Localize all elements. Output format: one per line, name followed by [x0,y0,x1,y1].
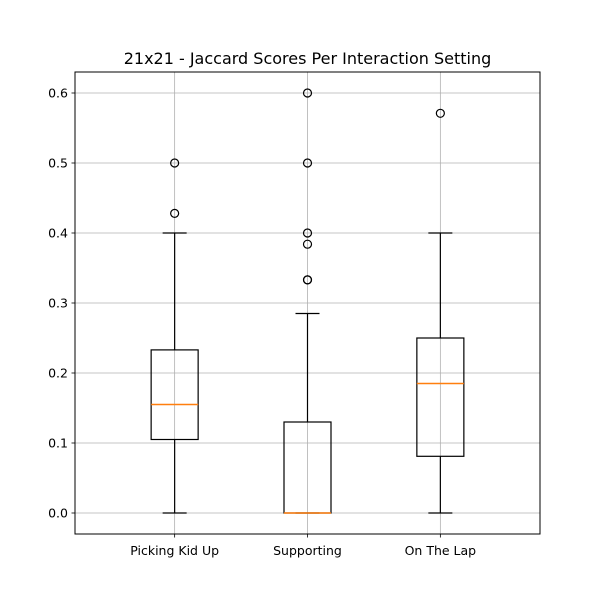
outlier-point [302,88,313,98]
y-tick-label: 0.0 [48,506,68,521]
y-tick-label: 0.6 [48,86,68,101]
outlier-point [302,239,313,249]
x-axis: Picking Kid Up Supporting On The Lap [130,534,476,558]
chart-title: 21x21 - Jaccard Scores Per Interaction S… [124,49,492,68]
outlier-point [302,275,313,285]
grid-layer [75,72,540,534]
outlier-point [170,158,180,168]
outlier-point [302,228,313,238]
box-2 [283,88,332,514]
boxes-layer [150,88,465,514]
y-tick-label: 0.2 [48,366,68,381]
y-tick-label: 0.3 [48,296,68,311]
box-1 [150,158,199,514]
outlier-point [170,208,180,218]
y-tick-label: 0.5 [48,156,68,171]
y-axis: 0.0 0.1 0.2 0.3 0.4 0.5 0.6 [48,86,75,521]
box-3 [416,108,465,514]
box-body [416,337,465,457]
x-tick-label: Supporting [273,543,342,558]
x-tick-label: On The Lap [405,543,477,558]
y-tick-label: 0.4 [48,226,68,241]
outlier-point [302,158,313,168]
outlier-point [435,108,445,118]
x-tick-label: Picking Kid Up [130,543,219,558]
box-body [150,349,199,441]
plot-frame [74,71,541,535]
y-tick-label: 0.1 [48,436,68,451]
